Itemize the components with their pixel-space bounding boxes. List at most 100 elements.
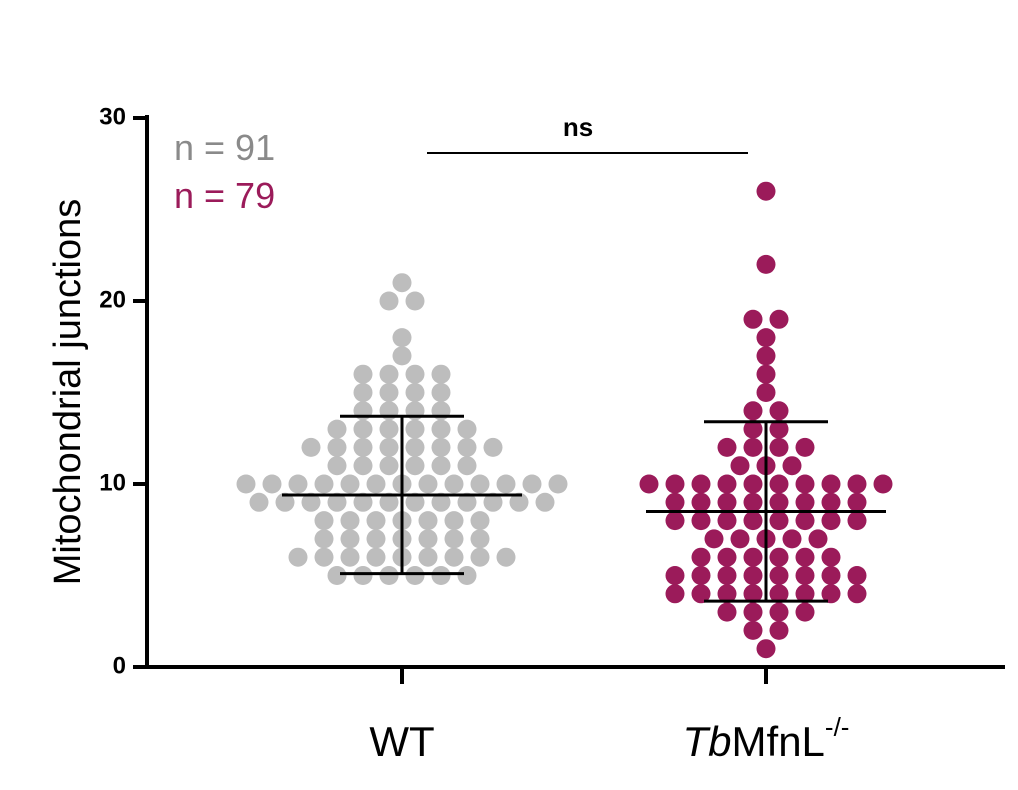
data-point — [314, 547, 334, 567]
data-point — [691, 511, 711, 531]
data-point — [405, 364, 425, 384]
data-point — [327, 456, 347, 476]
data-point — [431, 456, 451, 476]
data-point — [327, 419, 347, 439]
data-point — [730, 529, 750, 549]
data-point — [769, 419, 789, 439]
data-point — [340, 511, 360, 531]
data-point — [262, 474, 282, 494]
data-point — [691, 566, 711, 585]
data-point — [353, 566, 373, 585]
n-label: n = 79 — [174, 175, 275, 216]
data-point — [535, 492, 555, 512]
data-point — [379, 291, 399, 311]
data-point — [769, 566, 789, 585]
data-point — [353, 456, 373, 476]
data-point — [483, 437, 503, 457]
data-point — [743, 620, 763, 640]
data-point — [691, 474, 711, 494]
data-point — [496, 547, 516, 567]
data-point — [847, 492, 867, 512]
data-point — [236, 474, 256, 494]
data-point — [314, 474, 334, 494]
data-point — [405, 419, 425, 439]
data-point — [366, 547, 386, 567]
data-point — [379, 383, 399, 402]
data-point — [704, 529, 724, 549]
data-point — [743, 511, 763, 531]
category-label-part: Tb — [683, 718, 732, 765]
data-point — [431, 419, 451, 439]
y-tick-label: 10 — [99, 469, 126, 496]
data-points — [236, 181, 893, 659]
data-point — [457, 492, 477, 512]
data-point — [340, 474, 360, 494]
data-point — [756, 364, 776, 384]
n-label: n = 91 — [174, 127, 275, 168]
data-point — [717, 602, 737, 622]
data-point — [795, 474, 815, 494]
data-point — [743, 437, 763, 457]
data-point — [496, 474, 516, 494]
data-point — [743, 474, 763, 494]
data-point — [288, 474, 308, 494]
data-point — [795, 602, 815, 622]
data-point — [717, 511, 737, 531]
data-point — [743, 602, 763, 622]
data-point — [795, 584, 815, 604]
data-point — [821, 566, 841, 585]
data-point — [327, 437, 347, 457]
data-point — [756, 383, 776, 402]
data-point — [769, 437, 789, 457]
data-point — [795, 437, 815, 457]
data-point — [340, 547, 360, 567]
category-label: WT — [369, 718, 434, 765]
data-point — [366, 474, 386, 494]
data-point — [769, 620, 789, 640]
data-point — [431, 383, 451, 402]
data-point — [691, 492, 711, 512]
data-point — [756, 254, 776, 274]
data-point — [444, 511, 464, 531]
data-point — [821, 547, 841, 567]
data-point — [847, 474, 867, 494]
data-point — [665, 474, 685, 494]
data-point — [769, 584, 789, 604]
data-point — [431, 566, 451, 585]
data-point — [873, 474, 893, 494]
data-point — [756, 181, 776, 201]
data-point — [717, 474, 737, 494]
data-point — [821, 492, 841, 512]
data-point — [301, 492, 321, 512]
data-point — [522, 474, 542, 494]
data-point — [847, 566, 867, 585]
data-point — [691, 547, 711, 567]
y-axis-label: Mitochondrial junctions — [47, 199, 89, 586]
data-point — [717, 437, 737, 457]
data-point — [821, 511, 841, 531]
error-bars — [282, 414, 886, 603]
data-point — [405, 566, 425, 585]
data-point — [405, 383, 425, 402]
data-point — [795, 547, 815, 567]
data-point — [847, 511, 867, 531]
data-point — [821, 584, 841, 604]
data-point — [795, 511, 815, 531]
data-point — [353, 492, 373, 512]
data-point — [639, 474, 659, 494]
data-point — [665, 584, 685, 604]
data-point — [340, 529, 360, 549]
data-point — [548, 474, 568, 494]
data-point — [405, 492, 425, 512]
data-point — [457, 437, 477, 457]
data-point — [314, 529, 334, 549]
data-point — [418, 474, 438, 494]
data-point — [717, 584, 737, 604]
data-point — [743, 566, 763, 585]
data-point — [730, 456, 750, 476]
data-point — [769, 309, 789, 329]
data-point — [470, 474, 490, 494]
data-point — [418, 529, 438, 549]
category-label-part: WT — [369, 718, 434, 765]
data-point — [665, 511, 685, 531]
